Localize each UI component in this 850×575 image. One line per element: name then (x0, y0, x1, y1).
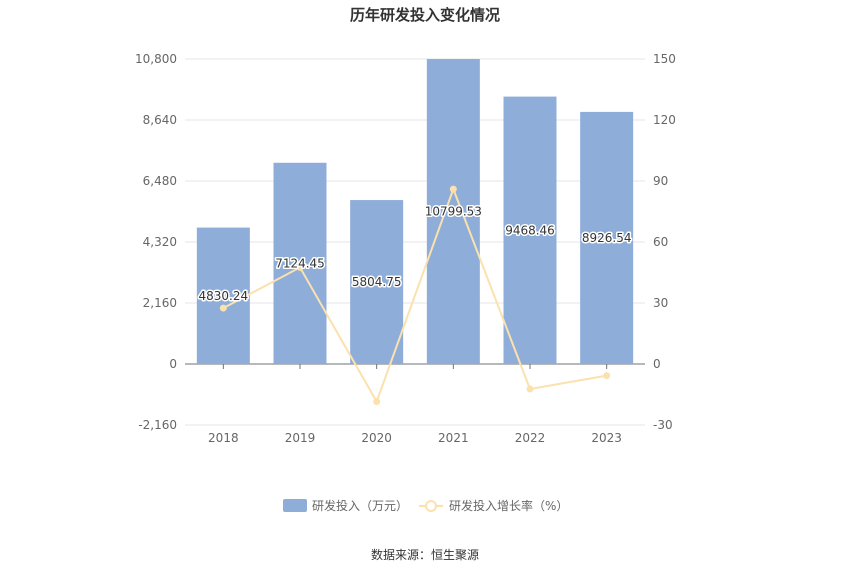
bar (580, 111, 634, 364)
left-tick-label: 4,320 (143, 235, 177, 249)
left-tick-label: 10,800 (135, 52, 177, 66)
bar (426, 59, 480, 364)
growth-point (449, 185, 457, 193)
x-tick-label: 2022 (515, 431, 546, 445)
legend-line-marker (425, 500, 437, 512)
bar (350, 200, 404, 364)
grid-lines (185, 58, 645, 426)
left-axis: -2,160 0 2,160 4,320 6,480 8,640 10,800 (135, 52, 177, 432)
legend-item-line[interactable]: 研发投入增长率（%） (419, 498, 568, 513)
left-tick-label: 2,160 (143, 296, 177, 310)
bar-value-label: 5804.75 (352, 275, 402, 289)
legend-item-bar[interactable]: 研发投入（万元） (283, 498, 408, 513)
growth-point (526, 385, 534, 393)
x-tick-label: 2018 (208, 431, 239, 445)
left-tick-label: 8,640 (143, 113, 177, 127)
x-tick-label: 2020 (361, 431, 392, 445)
legend[interactable]: 研发投入（万元） 研发投入增长率（%） (283, 498, 568, 513)
growth-point (373, 398, 381, 406)
growth-line (222, 186, 607, 404)
left-tick-label: 0 (169, 357, 177, 371)
bar-series (196, 59, 634, 365)
line-series (219, 185, 611, 406)
x-tick-label: 2023 (591, 431, 622, 445)
left-tick-label: -2,160 (138, 418, 177, 432)
bar (503, 96, 557, 365)
bar (196, 227, 250, 364)
growth-point (296, 263, 304, 271)
bar-value-label: 10799.53 (425, 205, 482, 219)
right-tick-label: 120 (653, 113, 676, 127)
growth-point (219, 304, 227, 312)
growth-point (603, 372, 611, 380)
right-tick-label: 150 (653, 52, 676, 66)
left-tick-label: 6,480 (143, 174, 177, 188)
bar-value-label: 4830.24 (199, 289, 249, 303)
chart-title: 历年研发投入变化情况 (350, 6, 500, 24)
legend-line-label: 研发投入增长率（%） (449, 498, 568, 513)
bar-value-label: 7124.45 (275, 256, 325, 270)
bar-value-label: 8926.54 (582, 231, 632, 245)
legend-bar-label: 研发投入（万元） (312, 498, 408, 513)
x-axis: 2018 2019 2020 2021 2022 2023 (185, 363, 645, 445)
bar (273, 162, 327, 364)
x-tick-label: 2019 (285, 431, 316, 445)
bar-value-label: 9468.46 (505, 223, 555, 237)
source-text: 数据来源：恒生聚源 (371, 547, 479, 562)
right-tick-label: 30 (653, 296, 668, 310)
right-tick-label: 90 (653, 174, 668, 188)
x-tick-label: 2021 (438, 431, 469, 445)
right-tick-label: -30 (653, 418, 673, 432)
bar-labels: 4830.24 7124.45 5804.75 10799.53 9468.46 8926… (197, 203, 633, 304)
right-axis: -30 0 30 60 90 120 150 (653, 52, 676, 432)
right-tick-label: 60 (653, 235, 668, 249)
right-tick-label: 0 (653, 357, 661, 371)
legend-bar-swatch (283, 499, 307, 512)
